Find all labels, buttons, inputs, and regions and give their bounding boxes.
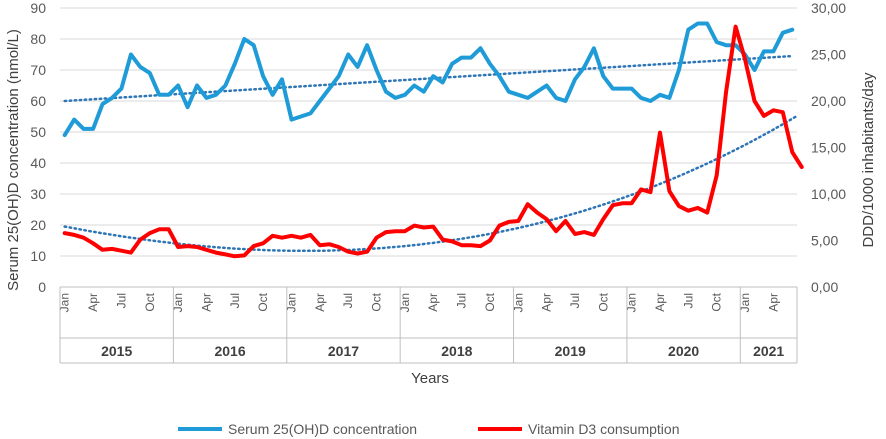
- x-month-label: Apr: [653, 293, 667, 312]
- x-year-label: 2016: [214, 343, 245, 359]
- series-line-serum: [62, 21, 795, 138]
- x-month-label: Jul: [568, 293, 582, 308]
- x-month-label: Jul: [455, 293, 469, 308]
- x-year-label: 2018: [441, 343, 472, 359]
- x-month-label: Apr: [200, 293, 214, 312]
- y-right-tick-label: 15,00: [811, 140, 846, 156]
- x-month-label: Apr: [766, 293, 780, 312]
- x-month-label: Oct: [256, 292, 270, 311]
- x-month-label: Jan: [58, 293, 72, 312]
- y-left-tick-label: 80: [30, 31, 46, 47]
- y-left-tick-label: 30: [30, 186, 46, 202]
- y-right-tick-label: 30,00: [811, 0, 846, 16]
- y-left-tick-label: 20: [30, 217, 46, 233]
- x-year-label: 2019: [555, 343, 586, 359]
- legend-label-vitd: Vitamin D3 consumption: [528, 421, 679, 437]
- series-line-vitd: [62, 24, 804, 259]
- trendline-vitd: [63, 114, 799, 253]
- x-axis: Jan Apr Jul Oct 2015 Jan Apr Jul Oct 2016 Jan Apr Ju…: [58, 286, 798, 364]
- x-month-label: Apr: [86, 293, 100, 312]
- y-left-tick-label: 10: [30, 248, 46, 264]
- x-month-label: Oct: [710, 292, 724, 311]
- x-month-label: Jul: [228, 293, 242, 308]
- x-year-label: 2015: [101, 343, 132, 359]
- x-month-label: Jul: [114, 293, 128, 308]
- x-month-label: Jul: [681, 293, 695, 308]
- x-month-label: Apr: [540, 293, 554, 312]
- x-month-label: Jan: [738, 293, 752, 312]
- x-month-label: Apr: [426, 293, 440, 312]
- y-right-tick-label: 25,00: [811, 47, 846, 63]
- x-year-label: 2021: [753, 343, 784, 359]
- y-axis-left-ticks: 0 10 20 30 40 50 60 70 80 90: [30, 0, 46, 295]
- y-right-tick-label: 0,00: [811, 279, 838, 295]
- y-right-tick-label: 20,00: [811, 93, 846, 109]
- x-month-label: Jan: [171, 293, 185, 312]
- x-month-label: Jan: [285, 293, 299, 312]
- y-right-tick-label: 10,00: [811, 186, 846, 202]
- y-left-tick-label: 50: [30, 124, 46, 140]
- y-axis-right-title: DDD/1000 inhabitants/day: [860, 72, 877, 248]
- series-lines: [62, 21, 804, 259]
- y-left-tick-label: 70: [30, 62, 46, 78]
- x-month-label: Oct: [143, 292, 157, 311]
- x-month-label: Jan: [511, 293, 525, 312]
- legend-label-serum: Serum 25(OH)D concentration: [228, 421, 417, 437]
- y-left-tick-label: 60: [30, 93, 46, 109]
- trendline-serum: [63, 54, 794, 103]
- x-year-label: 2020: [668, 343, 699, 359]
- trendlines: [63, 54, 799, 253]
- x-month-label: Jan: [625, 293, 639, 312]
- y-left-tick-label: 40: [30, 155, 46, 171]
- y-right-tick-label: 5,00: [811, 233, 838, 249]
- x-axis-title: Years: [411, 370, 449, 387]
- y-left-tick-label: 0: [38, 279, 46, 295]
- x-month-label: Apr: [313, 293, 327, 312]
- x-month-label: Oct: [483, 292, 497, 311]
- gridlines: [60, 7, 797, 288]
- x-month-label: Oct: [370, 292, 384, 311]
- legend: Serum 25(OH)D concentration Vitamin D3 c…: [178, 421, 679, 437]
- x-year-label: 2017: [328, 343, 359, 359]
- y-axis-left-title: Serum 25(OH)D concentration (nmol/L): [5, 29, 22, 291]
- y-axis-right-ticks: 0,00 5,00 10,00 15,00 20,00 25,00 30,00: [811, 0, 846, 295]
- x-month-label: Jul: [341, 293, 355, 308]
- y-left-tick-label: 90: [30, 0, 46, 16]
- x-month-label: Oct: [596, 292, 610, 311]
- x-month-label: Jan: [398, 293, 412, 312]
